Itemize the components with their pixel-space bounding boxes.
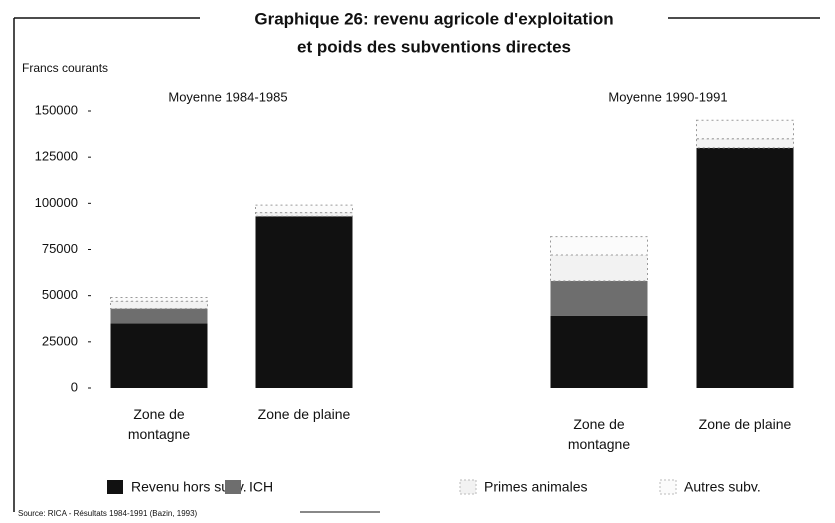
legend-swatch (659, 479, 677, 495)
legend-label: Revenu hors subv. (131, 479, 247, 495)
bar-segment (110, 297, 208, 302)
legend-label: Autres subv. (684, 479, 761, 495)
bar-segment (255, 216, 353, 388)
x-tick-label: Zone de montagne (567, 416, 631, 452)
group-label: Moyenne 1984-1985 (168, 89, 287, 104)
y-tick-label: 50000 (42, 287, 78, 302)
bar-segment (550, 236, 648, 256)
y-tick-label: 0 (71, 379, 78, 394)
group-label: Moyenne 1990-1991 (608, 89, 727, 104)
bar-segment (550, 254, 648, 282)
legend-label: ICH (249, 479, 273, 495)
bar-segment (696, 119, 794, 140)
bar-segment (255, 212, 353, 217)
bar-segment (550, 315, 648, 388)
legend-swatch (107, 480, 123, 494)
bar-segment (550, 280, 648, 316)
chart-title: Graphique 26: revenu agricole d'exploita… (254, 9, 613, 28)
y-tick-label: 100000 (35, 195, 78, 210)
bar-segment (255, 204, 353, 214)
y-tick-label: 150000 (35, 102, 78, 117)
y-tick-label: 75000 (42, 241, 78, 256)
legend-swatch (459, 479, 477, 495)
bar-segment (696, 147, 794, 388)
x-tick-label: Zone de plaine (698, 416, 792, 432)
bar-segment (696, 138, 794, 149)
y-axis-label: Francs courants (22, 61, 108, 75)
legend-swatch (225, 480, 241, 494)
y-tick-label: 125000 (35, 149, 78, 164)
bar-segment (110, 323, 208, 388)
x-tick-label: Zone de plaine (257, 406, 351, 422)
x-tick-label: Zone de montagne (127, 406, 191, 442)
source: Source: RICA - Résultats 1984-1991 (Bazi… (18, 509, 198, 518)
bar-segment (110, 300, 208, 310)
bar-segment (110, 308, 208, 324)
chart-title: et poids des subventions directes (297, 37, 571, 56)
y-tick-label: 25000 (42, 333, 78, 348)
legend-label: Primes animales (484, 479, 587, 495)
